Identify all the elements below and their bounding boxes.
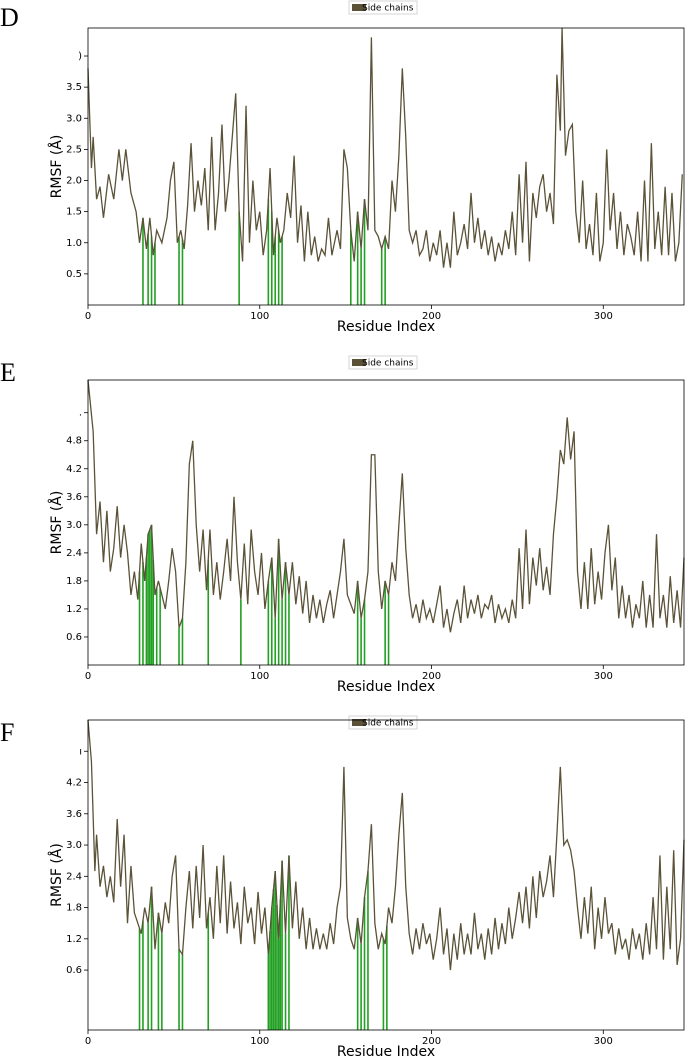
legend-label: Side chains (362, 719, 414, 729)
x-axis-label: Residue Index (337, 1044, 435, 1057)
y-tick-label: 0.5 (66, 269, 82, 280)
y-tick-label: 1.8 (66, 576, 82, 587)
y-tick-label: 3.6 (66, 809, 82, 820)
y-tick-label: ) (78, 51, 82, 62)
x-tick-label: 200 (422, 311, 441, 322)
x-axis-label: Residue Index (337, 319, 435, 335)
panel-label: D (0, 3, 19, 32)
y-tick-label: 3.6 (66, 492, 82, 503)
y-tick-label: 3.5 (66, 82, 82, 93)
legend-swatch (352, 4, 366, 11)
panel: D Side chains 0 100 200 300 0.5 1.0 1.5 2.0 2.5 3.0… (0, 0, 685, 335)
y-tick-label: . (79, 408, 82, 419)
y-tick-label: 1.5 (66, 207, 82, 218)
y-tick-label: 1.0 (66, 238, 82, 249)
y-tick-label: 1.2 (66, 604, 82, 615)
y-tick-label: 4.2 (66, 778, 82, 789)
axes-frame (87, 27, 685, 306)
y-tick-label: 4.8 (66, 436, 82, 447)
panel-label: E (0, 358, 16, 387)
x-axis-label: Residue Index (337, 679, 435, 695)
y-tick-label: 3.0 (66, 840, 82, 851)
legend-label: Side chains (362, 359, 414, 369)
rmsf-line (87, 379, 685, 633)
y-tick-label: 2.0 (66, 176, 82, 187)
y-axis-label: RMSF (Å) (48, 135, 65, 199)
axes-frame (87, 719, 685, 1031)
axes-frame (87, 379, 685, 666)
rmsf-line (87, 719, 685, 971)
y-axis-label: RMSF (Å) (48, 491, 65, 555)
y-tick-label: 4.2 (66, 464, 82, 475)
y-tick-label: 0.6 (66, 632, 82, 643)
y-tick-label: 3.0 (66, 113, 82, 124)
panel-label: F (0, 718, 14, 747)
x-tick-label: 0 (85, 671, 91, 682)
y-axis-label: RMSF (Å) (48, 843, 65, 907)
x-tick-label: 300 (594, 311, 613, 322)
x-tick-label: 100 (250, 311, 269, 322)
x-tick-label: 100 (250, 671, 269, 682)
x-tick-label: 0 (85, 311, 91, 322)
legend-label: Side chains (362, 4, 414, 14)
x-tick-label: 0 (85, 1036, 91, 1047)
y-tick-label: ı (79, 746, 82, 757)
panel: E Side chains 0 100 200 300 0.6 1.2 1.8 2.4 3.0 3.6… (0, 355, 685, 695)
x-tick-label: 100 (250, 1036, 269, 1047)
y-tick-label: 1.8 (66, 903, 82, 914)
y-tick-label: 0.6 (66, 965, 82, 976)
y-tick-label: 2.4 (66, 548, 82, 559)
x-tick-label: 300 (594, 1036, 613, 1047)
legend-swatch (352, 359, 366, 366)
y-tick-label: 2.5 (66, 144, 82, 155)
x-tick-label: 200 (422, 671, 441, 682)
panel: F Side chains 0 100 200 300 0.6 1.2 1.8 2.4 3.0 3.6… (0, 715, 685, 1057)
x-tick-label: 300 (594, 671, 613, 682)
y-tick-label: 3.0 (66, 520, 82, 531)
y-tick-label: 2.4 (66, 871, 82, 882)
x-tick-label: 200 (422, 1036, 441, 1047)
legend-swatch (352, 719, 366, 726)
y-tick-label: 1.2 (66, 934, 82, 945)
rmsf-line (87, 27, 683, 268)
